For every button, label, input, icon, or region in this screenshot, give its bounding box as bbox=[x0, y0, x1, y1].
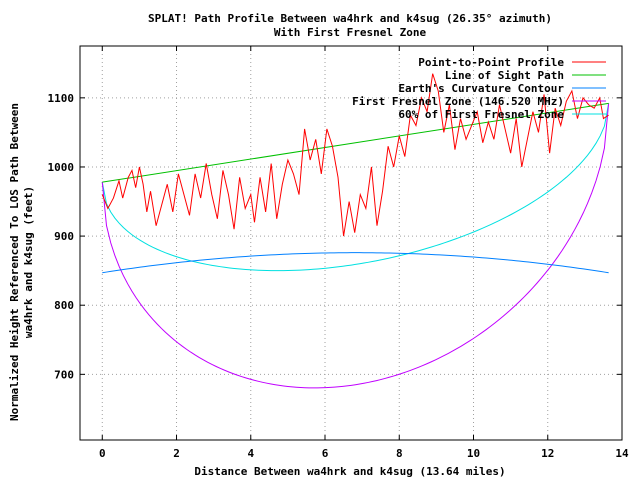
x-tick-label: 0 bbox=[99, 447, 106, 460]
legend-label: Point-to-Point Profile bbox=[418, 56, 564, 69]
legend-label: Earth's Curvature Contour bbox=[398, 82, 564, 95]
chart-title: SPLAT! Path Profile Between wa4hrk and k… bbox=[148, 12, 552, 25]
y-axis-label: Normalized Height Referenced To LOS Path… bbox=[8, 103, 35, 421]
y-axis-label-line-2: wa4hrk and k4sug (feet) bbox=[22, 186, 35, 338]
legend-label: Line of Sight Path bbox=[445, 69, 564, 82]
x-axis-label: Distance Between wa4hrk and k4sug (13.64… bbox=[194, 465, 505, 478]
legend-label: 60% of First Fresnel Zone bbox=[398, 108, 564, 121]
series-layer bbox=[101, 73, 610, 389]
y-tick-label: 1100 bbox=[48, 92, 75, 105]
x-tick-label: 4 bbox=[247, 447, 254, 460]
chart-subtitle: With First Fresnel Zone bbox=[274, 26, 427, 39]
y-axis: 700 800 900 1000 1100 bbox=[48, 92, 622, 381]
series-line-60-of-first-fresnel-zone bbox=[101, 103, 610, 272]
series-line-point-to-point-profile bbox=[101, 73, 609, 237]
y-tick-label: 700 bbox=[54, 368, 74, 381]
plot-frame bbox=[79, 45, 623, 441]
x-axis: 0 2 4 6 8 10 12 14 bbox=[99, 46, 629, 460]
y-axis-label-line-1: Normalized Height Referenced To LOS Path… bbox=[8, 103, 21, 421]
x-tick-label: 8 bbox=[396, 447, 403, 460]
y-tick-label: 900 bbox=[54, 230, 74, 243]
legend-label: First Fresnel Zone (146.520 MHz) bbox=[352, 95, 564, 108]
series-line-first-fresnel-zone-146-520-mhz bbox=[101, 103, 610, 389]
x-tick-label: 2 bbox=[173, 447, 180, 460]
x-tick-label: 10 bbox=[467, 447, 480, 460]
series-line-line-of-sight-path bbox=[102, 102, 609, 183]
x-tick-label: 6 bbox=[322, 447, 329, 460]
x-tick-label: 12 bbox=[541, 447, 554, 460]
y-tick-label: 800 bbox=[54, 299, 74, 312]
x-tick-label: 14 bbox=[615, 447, 629, 460]
series-line-earth-s-curvature-contour bbox=[102, 252, 609, 274]
y-tick-label: 1000 bbox=[48, 161, 75, 174]
